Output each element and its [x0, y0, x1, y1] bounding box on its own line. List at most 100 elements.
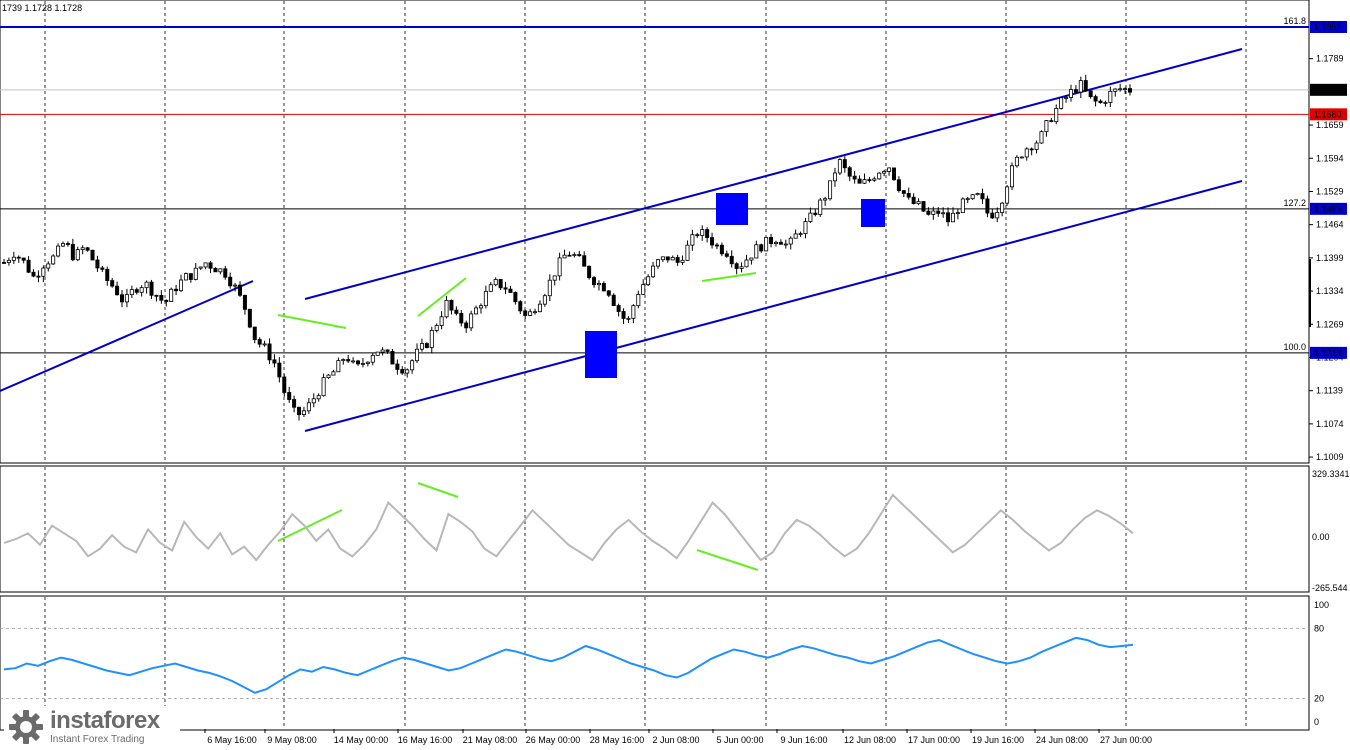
candle-body-182 [896, 179, 901, 192]
time-label-1: 9 May 08:00 [267, 735, 317, 745]
candle-body-140 [690, 234, 695, 246]
candle-body-151 [744, 259, 749, 268]
price-tick-label-2: 1.1594 [1316, 153, 1344, 163]
candle-body-138 [680, 259, 685, 263]
candle-body-6 [31, 271, 36, 277]
candle-body-197 [970, 194, 975, 200]
price-tag-label-1: 1.1495 [1314, 204, 1342, 214]
candle-body-28 [139, 287, 144, 293]
signal-boxes [585, 193, 885, 378]
candle-body-8 [41, 267, 46, 277]
candle-body-80 [395, 363, 400, 370]
candle-body-22 [110, 280, 115, 287]
candle-body-73 [360, 363, 365, 365]
signal-box-1 [716, 193, 748, 225]
candle-body-78 [385, 349, 390, 352]
candle-body-107 [528, 311, 533, 316]
candle-body-152 [749, 257, 754, 261]
candle-body-129 [636, 294, 641, 307]
signal-box-2 [861, 199, 885, 227]
candle-body-201 [990, 212, 995, 219]
candle-body-56 [277, 362, 282, 378]
candle-body-36 [179, 279, 184, 292]
channel-line-1 [304, 48, 1243, 300]
candle-body-213 [1049, 120, 1054, 123]
candle-body-96 [474, 307, 479, 315]
candle-body-166 [818, 199, 823, 215]
candle-body-61 [301, 410, 306, 416]
candle-body-121 [596, 283, 601, 286]
candle-body-155 [764, 237, 769, 252]
level-label-1: 127.2 [1283, 198, 1306, 208]
candle-body-98 [483, 290, 488, 307]
candle-body-79 [390, 351, 395, 365]
candle-body-100 [493, 279, 498, 286]
candle-body-119 [587, 265, 592, 278]
candle-body-192 [946, 212, 951, 223]
candle-body-175 [862, 179, 867, 184]
candle-body-62 [306, 402, 311, 412]
candle-body-43 [213, 267, 218, 273]
candle-body-207 [1019, 156, 1024, 159]
candle-body-195 [960, 198, 965, 214]
candle-body-215 [1059, 97, 1064, 109]
time-label-5: 26 May 00:00 [526, 735, 581, 745]
candle-body-0 [2, 262, 7, 264]
candle-body-48 [238, 284, 243, 296]
candle-body-39 [193, 267, 198, 280]
time-label-11: 17 Jun 00:00 [908, 735, 960, 745]
candle-body-158 [778, 241, 783, 245]
candle-body-227 [1118, 88, 1123, 91]
candle-body-169 [832, 172, 837, 182]
candle-body-83 [410, 360, 415, 371]
candle-body-130 [641, 284, 646, 295]
channel-line-0 [0, 280, 254, 392]
price-tick-label-0: 1.1789 [1316, 54, 1344, 64]
candle-body-188 [926, 210, 931, 215]
candle-body-94 [464, 322, 469, 329]
candle-body-186 [916, 201, 921, 205]
channel-line-2 [304, 180, 1243, 432]
candle-body-114 [562, 254, 567, 259]
time-label-0: 6 May 16:00 [207, 735, 257, 745]
candle-body-113 [557, 257, 562, 277]
candle-body-75 [370, 354, 375, 363]
candle-body-162 [798, 233, 803, 236]
candle-body-33 [164, 299, 169, 302]
price-tag-bg-4 [1310, 83, 1347, 96]
candle-body-20 [100, 267, 105, 270]
candle-body-163 [803, 221, 808, 235]
candle-body-208 [1024, 148, 1029, 158]
candle-body-55 [272, 359, 277, 364]
candle-body-86 [424, 343, 429, 348]
price-tag-bg-1 [1310, 202, 1347, 215]
candle-body-204 [1005, 186, 1010, 204]
brand-name: instaforex [50, 707, 160, 734]
candle-body-99 [488, 284, 493, 292]
price-tick-label-9: 1.1139 [1316, 386, 1343, 396]
candle-body-46 [228, 276, 233, 287]
candle-body-216 [1064, 97, 1069, 99]
candle-body-165 [813, 212, 818, 215]
candle-body-87 [429, 330, 434, 348]
candle-body-124 [611, 294, 616, 306]
candle-body-185 [911, 196, 916, 205]
candle-body-135 [665, 256, 670, 261]
candle-body-81 [400, 369, 405, 374]
candle-body-57 [282, 376, 287, 393]
price-tick-label-7: 1.1269 [1316, 319, 1344, 329]
cci-tick-label-0: 329.3341 [1312, 469, 1350, 479]
candle-body-42 [208, 262, 213, 269]
time-label-10: 12 Jun 08:00 [844, 735, 896, 745]
candle-body-205 [1009, 165, 1014, 188]
candle-body-53 [262, 343, 267, 346]
candle-body-212 [1044, 120, 1049, 133]
candle-body-127 [626, 317, 631, 320]
candle-body-101 [498, 279, 503, 289]
candle-body-65 [321, 377, 326, 397]
candle-body-63 [311, 398, 316, 404]
candle-body-226 [1113, 88, 1118, 92]
candle-body-223 [1098, 100, 1103, 104]
level-label-0: 161.8 [1283, 16, 1306, 26]
candle-body-64 [316, 395, 321, 400]
